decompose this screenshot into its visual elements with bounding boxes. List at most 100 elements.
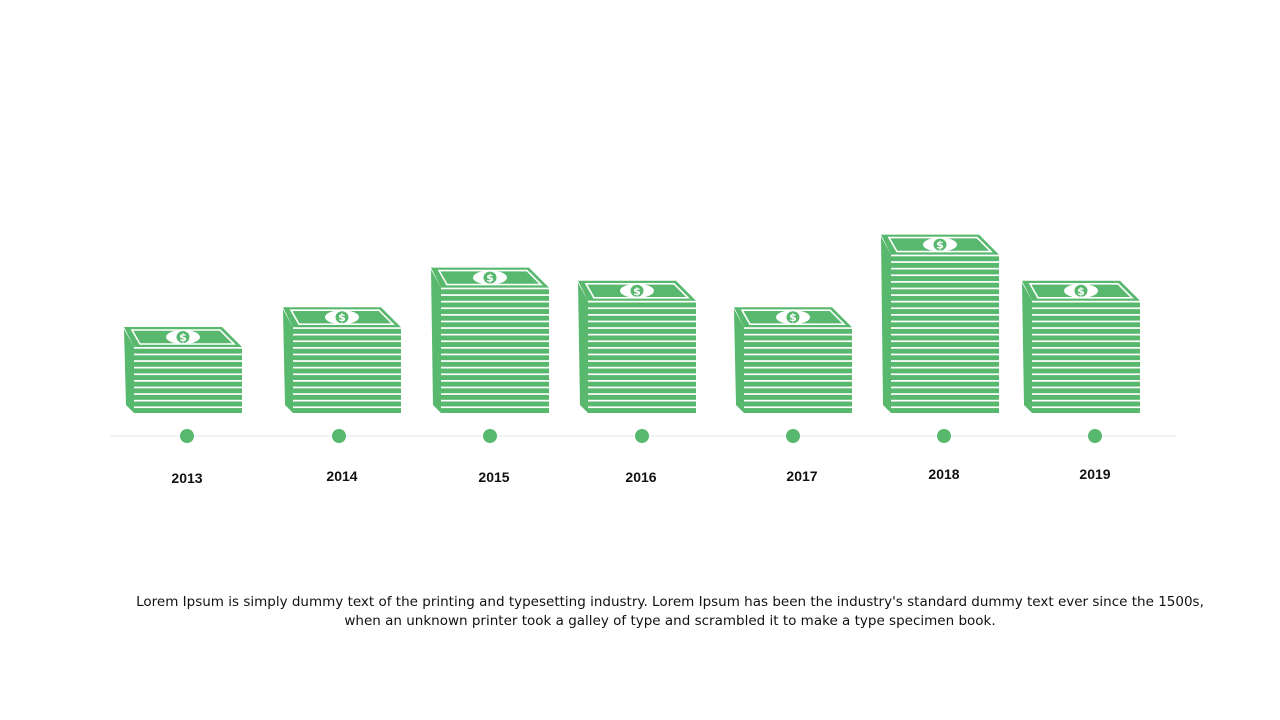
year-label: 2018 <box>928 466 960 482</box>
money-stack-2013: $ <box>124 327 242 413</box>
bill-edge <box>744 401 852 407</box>
money-stack-2018: $ <box>881 234 999 413</box>
timeline-dot <box>937 429 951 443</box>
bill-edge <box>441 328 549 334</box>
bill-edge <box>134 394 242 400</box>
bill-edge <box>293 328 401 334</box>
stack-side <box>1022 282 1032 413</box>
bill-edge <box>891 381 999 387</box>
bill-edge <box>891 408 999 413</box>
top-bill-frame <box>1028 282 1134 299</box>
money-stack-2016: $ <box>578 280 696 413</box>
bill-edge <box>1032 328 1140 334</box>
bill-edge <box>134 375 242 380</box>
bill-edge <box>441 401 549 407</box>
bill-edge <box>1032 394 1140 400</box>
bill-edge <box>744 375 852 380</box>
dollar-circle <box>786 311 800 324</box>
dollar-circle <box>933 238 947 251</box>
bill-edge <box>293 342 401 347</box>
bill-edge <box>588 368 696 374</box>
year-label: 2016 <box>625 469 657 485</box>
bill-edge <box>293 348 401 354</box>
top-bill-frame <box>130 329 236 345</box>
bill-edge <box>588 328 696 334</box>
top-bill-frame <box>740 309 846 326</box>
top-bill-frame <box>584 282 690 299</box>
bill-edge <box>1032 355 1140 361</box>
bill-edge <box>744 361 852 367</box>
bill-edge <box>1032 309 1140 314</box>
bill-edge <box>134 348 242 354</box>
bill-edge <box>588 401 696 407</box>
bill-edge <box>744 388 852 394</box>
bill-edge <box>1032 408 1140 413</box>
bill-edge <box>891 348 999 354</box>
top-bill-frame <box>289 309 395 326</box>
bill-edge <box>1032 361 1140 367</box>
dollar-sign-icon: $ <box>789 311 797 324</box>
bill-edge <box>1032 368 1140 374</box>
bill-edge <box>891 322 999 328</box>
money-stack-2017: $ <box>734 307 852 413</box>
dollar-circle <box>483 271 497 284</box>
bill-edge <box>588 335 696 341</box>
bill-edge <box>293 361 401 367</box>
year-label: 2014 <box>326 468 358 484</box>
bill-edge <box>744 355 852 361</box>
stack-side <box>124 329 134 413</box>
bill-edge <box>891 302 999 308</box>
bill-edge <box>1032 388 1140 394</box>
bill-edge <box>891 355 999 361</box>
bill-edge <box>441 408 549 413</box>
bill-edge <box>588 309 696 314</box>
bill-edge <box>1032 342 1140 347</box>
bill-edge <box>891 262 999 268</box>
bill-edge <box>891 282 999 288</box>
bill-edge <box>891 388 999 394</box>
bill-edge <box>891 368 999 374</box>
bill-edge <box>588 302 696 308</box>
bill-edge <box>293 368 401 374</box>
bill-edge <box>744 408 852 413</box>
bill-edge <box>744 348 852 354</box>
bill-edge <box>588 408 696 413</box>
stack-side <box>431 269 441 413</box>
bill-edge <box>588 361 696 367</box>
money-stack-2014: $ <box>283 307 401 413</box>
year-label: 2019 <box>1079 466 1111 482</box>
year-label: 2013 <box>171 470 203 486</box>
bill-edge <box>293 335 401 341</box>
bill-edge <box>588 348 696 354</box>
bill-edge <box>293 381 401 387</box>
bill-edge <box>441 394 549 400</box>
bill-edge <box>1032 348 1140 354</box>
bill-edge <box>441 302 549 308</box>
dollar-sign-icon: $ <box>179 331 187 344</box>
stack-side <box>578 282 588 413</box>
money-stack-2015: $ <box>431 267 549 413</box>
bill-edge <box>134 368 242 374</box>
stack-side <box>734 309 744 413</box>
bill-edge <box>891 335 999 341</box>
stack-side <box>283 309 293 413</box>
caption-text: Lorem Ipsum is simply dummy text of the … <box>136 594 1204 629</box>
bill-edge <box>891 361 999 367</box>
bill-edge <box>744 328 852 334</box>
timeline-dot <box>332 429 346 443</box>
money-stack-2019: $ <box>1022 280 1140 413</box>
bill-edge <box>1032 322 1140 328</box>
bill-edge <box>744 342 852 347</box>
timeline-dot <box>483 429 497 443</box>
bill-edge <box>891 269 999 275</box>
bill-edge <box>588 315 696 321</box>
dollar-sign-icon: $ <box>1077 285 1085 298</box>
bill-edge <box>588 355 696 361</box>
bill-edge <box>134 408 242 413</box>
bill-edge <box>134 381 242 387</box>
bill-edge <box>891 276 999 281</box>
dollar-sign-icon: $ <box>338 311 346 324</box>
bill-edge <box>441 381 549 387</box>
bill-edge <box>891 295 999 301</box>
